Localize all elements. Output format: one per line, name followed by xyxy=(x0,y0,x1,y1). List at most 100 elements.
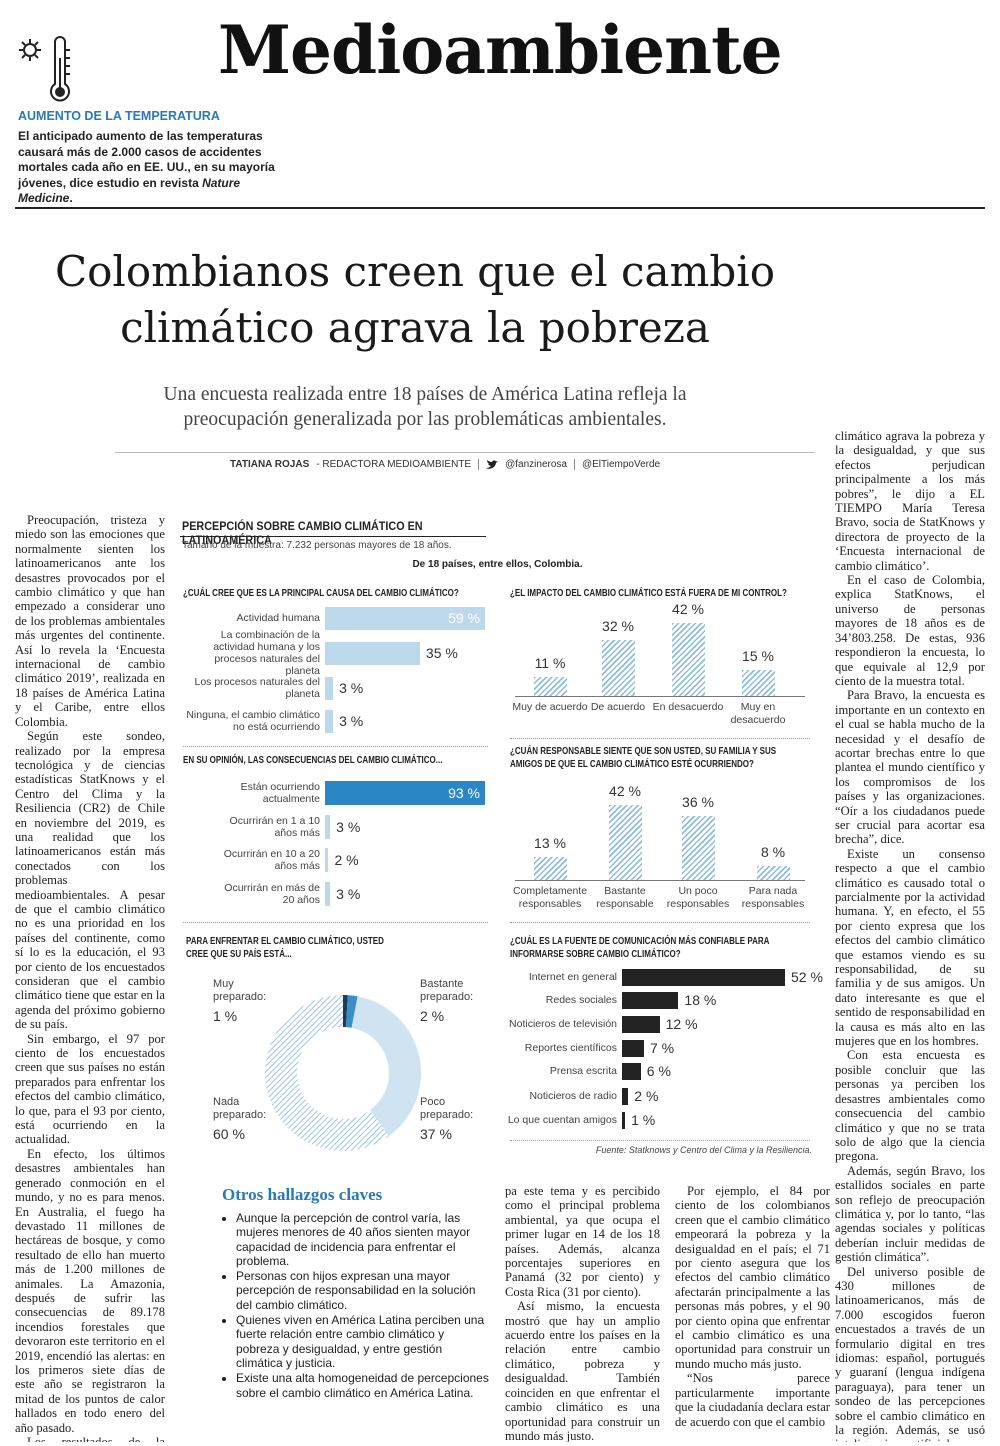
separator xyxy=(510,922,810,923)
separator xyxy=(573,459,575,470)
value-label: 32 % xyxy=(602,618,634,635)
separator xyxy=(510,1140,810,1141)
teaser-end: . xyxy=(69,191,73,205)
category-label: Poco preparado: xyxy=(420,1096,474,1121)
chart-question: ¿EL IMPACTO DEL CAMBIO CLIMÁTICO ESTÁ FU… xyxy=(510,588,787,599)
header-rule xyxy=(15,207,985,209)
finding: Quienes viven en América Latina perciben… xyxy=(236,1313,490,1370)
paragraph: Existe un consenso respecto a que el cam… xyxy=(835,846,985,1049)
value-label: 1 % xyxy=(213,1008,238,1024)
value-label: 60 % xyxy=(213,1126,245,1142)
finding: Aunque la percepción de control varía, l… xyxy=(236,1211,490,1268)
value-label: 12 % xyxy=(665,1016,698,1032)
category-label: La combinación de la actividad humana y … xyxy=(213,628,320,678)
twitter: @fanzinerosa xyxy=(505,459,567,470)
value-label: 93 % xyxy=(448,785,480,801)
article-column: Preocupación, tristeza y miedo son las e… xyxy=(15,513,165,1442)
category-label: Lo que cuentan amigos xyxy=(507,1113,617,1126)
value-label: 2 % xyxy=(334,852,359,868)
category-label: Prensa escrita xyxy=(549,1064,617,1077)
value-label: 3 % xyxy=(336,819,361,835)
category-label: Nada preparado: xyxy=(213,1096,267,1121)
bar xyxy=(325,781,485,805)
paragraph: En efecto, los últimos desastres ambient… xyxy=(15,1146,165,1435)
paragraph: “Nos parece particularmente importante q… xyxy=(675,1371,830,1429)
value-label: 37 % xyxy=(420,1126,452,1142)
value-label: 2 % xyxy=(420,1008,445,1024)
value-label: 7 % xyxy=(649,1040,675,1056)
byline: TATIANA ROJAS - REDACTORA MEDIOAMBIENTE … xyxy=(230,459,660,470)
paragraph: Los resultados de la encuesta, realizada… xyxy=(27,1435,165,1442)
byline-rule xyxy=(115,452,815,453)
finding: Personas con hijos expresan una mayor pe… xyxy=(236,1269,490,1312)
bar xyxy=(325,676,334,700)
donut-slice xyxy=(345,995,358,1028)
chart-question: PARA ENFRENTAR EL CAMBIO CLIMÁTICO, USTE… xyxy=(186,936,384,960)
chart-question: EN SU OPINIÓN, LAS CONSECUENCIAS DEL CAM… xyxy=(183,755,443,766)
paragraph: Por ejemplo, el 84 por ciento de los col… xyxy=(675,1184,830,1371)
paragraph: Del universo posible de 430 millones de … xyxy=(835,1264,985,1442)
paragraph: Además, según Bravo, los estallidos soci… xyxy=(835,1163,985,1265)
bar xyxy=(325,641,420,665)
bar xyxy=(756,865,790,880)
bar xyxy=(325,815,331,839)
bar xyxy=(325,848,329,872)
category-label: Noticieros de radio xyxy=(529,1089,617,1102)
value-label: 52 % xyxy=(791,969,823,985)
paragraph: Así mismo, la encuesta mostró que hay un… xyxy=(505,1299,660,1442)
separator xyxy=(478,459,480,470)
category-label: Redes sociales xyxy=(545,993,617,1006)
bar xyxy=(622,1015,660,1033)
bar xyxy=(325,882,331,906)
category-label: Noticieros de televisión xyxy=(509,1017,617,1030)
value-label: 35 % xyxy=(425,645,458,661)
category-label: Muy de acuerdo xyxy=(512,701,588,713)
headline: Colombianos creen que el cambio climátic… xyxy=(54,247,776,352)
value-label: 3 % xyxy=(339,680,364,696)
sample: Tamaño de la muestra: 7.232 personas may… xyxy=(182,540,452,551)
category-label: Bastante preparado: xyxy=(420,978,474,1003)
section-title: Medioambiente xyxy=(218,11,783,89)
value-label: 42 % xyxy=(609,783,641,799)
category-label: Completamente responsables xyxy=(512,885,588,910)
baseline xyxy=(515,696,805,697)
category-label: Los procesos naturales del planeta xyxy=(194,675,321,700)
category-label: En desacuerdo xyxy=(652,701,724,713)
article-column: climático agrava la pobreza y la desigua… xyxy=(835,429,985,1442)
value-label: 6 % xyxy=(646,1063,671,1079)
value-label: 2 % xyxy=(634,1088,659,1104)
value-label: 8 % xyxy=(760,843,786,860)
role: - REDACTORA MEDIOAMBIENTE xyxy=(316,459,472,470)
findings-box: Otros hallazgos claves Aunque la percepc… xyxy=(222,1185,490,1401)
source: Fuente: Statknows y Centro del Clima y l… xyxy=(595,1145,812,1155)
category-label: Ocurrirán en 10 a 20 años más xyxy=(223,847,320,872)
findings-title: Otros hallazgos claves xyxy=(222,1185,383,1204)
bar xyxy=(622,1111,626,1129)
bar xyxy=(608,805,642,880)
category-label: Ocurrirán en más de 20 años xyxy=(224,881,320,906)
twitter-icon xyxy=(486,459,499,469)
baseline xyxy=(515,880,805,881)
category-label: Actividad humana xyxy=(236,611,320,624)
category-label: Ocurrirán en 1 a 10 años más xyxy=(229,814,320,839)
bar xyxy=(622,968,785,986)
donut-slice xyxy=(265,995,389,1151)
bar xyxy=(622,1039,644,1057)
separator xyxy=(183,922,488,923)
title-rule xyxy=(180,536,486,537)
value-label: 18 % xyxy=(684,992,717,1008)
bar xyxy=(671,623,705,696)
category-label: Ninguna, el cambio climático no está ocu… xyxy=(186,708,320,733)
paragraph: pa este tema y es percibido como el prin… xyxy=(505,1184,660,1299)
category-label: Para nada responsables xyxy=(741,885,805,910)
paragraph: Con esta encuesta es posible concluir qu… xyxy=(835,1048,985,1164)
category-label: Bastante responsable xyxy=(596,885,654,910)
category-label: Muy en desacuerdo xyxy=(730,701,786,726)
category-label: Muy preparado: xyxy=(213,978,267,1003)
bar xyxy=(741,669,775,696)
value-label: 3 % xyxy=(336,886,361,902)
value-label: 1 % xyxy=(631,1112,656,1128)
bar xyxy=(601,640,635,696)
separator xyxy=(510,738,810,739)
